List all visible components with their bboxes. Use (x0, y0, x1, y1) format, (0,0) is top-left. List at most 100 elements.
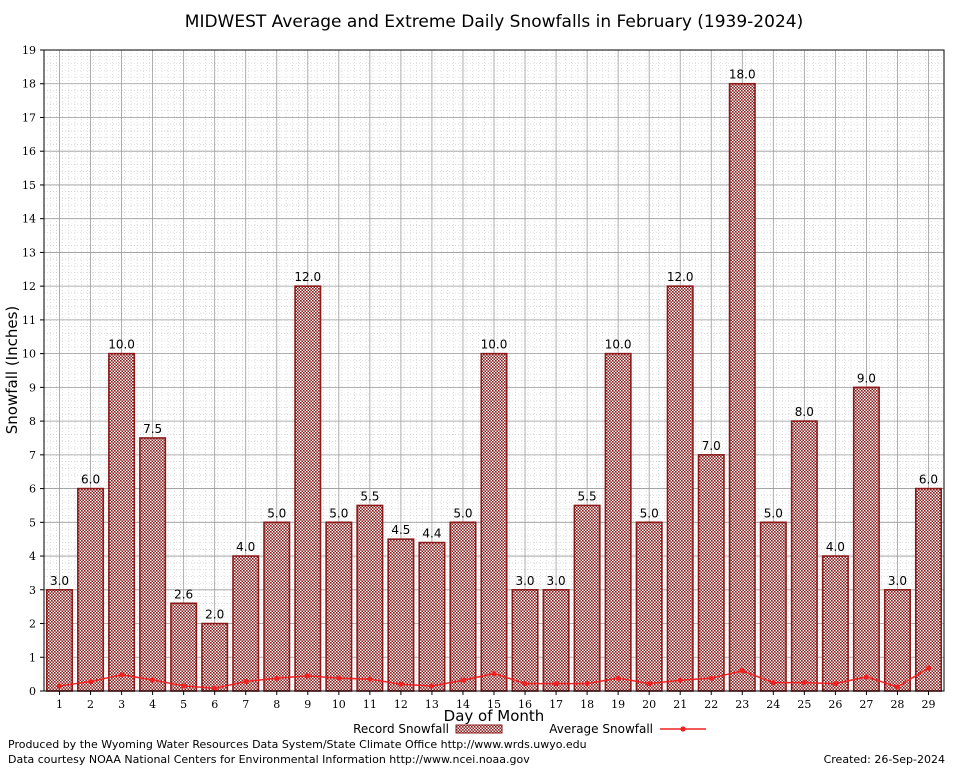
average-point (646, 680, 652, 687)
record-bar (480, 352, 508, 692)
bar-value-label: 5.0 (453, 506, 472, 520)
x-tick-label: 9 (304, 698, 311, 711)
average-point (56, 683, 63, 689)
y-tick-label: 4 (29, 550, 36, 563)
bar-value-label: 4.5 (391, 523, 410, 537)
x-tick-label: 16 (518, 698, 532, 711)
bar-value-label: 6.0 (919, 473, 938, 487)
average-point (274, 675, 280, 681)
record-bar (418, 541, 446, 692)
average-point (584, 680, 590, 687)
bar-value-label: 3.0 (888, 574, 907, 588)
record-bar (790, 420, 818, 692)
average-point (429, 683, 435, 689)
x-tick-label: 21 (673, 698, 687, 711)
bar-value-label: 8.0 (795, 405, 814, 419)
y-tick-label: 10 (22, 348, 36, 361)
record-bar (77, 487, 105, 692)
bar-value-label: 5.5 (578, 489, 597, 503)
record-bar (542, 588, 570, 692)
bar-value-label: 9.0 (857, 371, 876, 385)
record-bar (666, 285, 694, 692)
average-point (243, 678, 249, 685)
bar-value-label: 5.5 (360, 489, 379, 503)
x-tick-label: 18 (580, 698, 594, 711)
average-point (367, 676, 373, 682)
x-tick-label: 11 (363, 698, 377, 711)
average-point (87, 678, 94, 685)
record-bar (139, 437, 167, 692)
x-tick-label: 24 (766, 698, 780, 711)
average-point (212, 685, 218, 691)
bar-value-label: 4.0 (236, 540, 255, 554)
record-bar (170, 602, 198, 692)
record-bar (294, 285, 322, 692)
average-point (708, 675, 714, 681)
y-tick-label: 3 (29, 584, 36, 597)
record-bar (821, 555, 849, 692)
x-tick-label: 7 (242, 698, 249, 711)
y-tick-label: 9 (29, 381, 36, 394)
y-tick-label: 18 (22, 78, 36, 91)
record-bar (914, 487, 943, 692)
x-tick-label: 3 (118, 698, 125, 711)
average-point (801, 679, 807, 686)
average-point (181, 683, 187, 689)
x-axis-label: Day of Month (444, 707, 545, 725)
bar-value-label: 3.0 (547, 574, 566, 588)
y-tick-label: 5 (29, 516, 36, 529)
x-tick-label: 19 (611, 698, 625, 711)
record-bar (325, 521, 353, 692)
record-bar (232, 555, 260, 692)
record-bar (449, 521, 477, 692)
legend: Record Snowfall Average Snowfall (353, 722, 706, 736)
x-tick-label: 14 (456, 698, 470, 711)
average-point (770, 679, 776, 686)
average-line (56, 665, 932, 691)
x-tick-label: 12 (394, 698, 408, 711)
bar-value-label: 7.0 (702, 439, 721, 453)
y-tick-label: 16 (22, 145, 36, 158)
bar-value-label: 5.0 (764, 506, 783, 520)
legend-record-swatch (455, 724, 503, 734)
y-axis-label: Snowfall (Inches) (3, 306, 21, 434)
record-bar (356, 504, 384, 692)
footer-data-courtesy: Data courtesy NOAA National Centers for … (8, 753, 530, 766)
record-bars (45, 82, 943, 692)
y-tick-label: 14 (22, 213, 36, 226)
average-point (118, 672, 125, 678)
x-tick-label: 4 (149, 698, 156, 711)
y-tick-label: 7 (29, 449, 36, 462)
average-point (739, 668, 745, 674)
y-tick-label: 6 (29, 483, 36, 496)
average-point (398, 681, 404, 687)
record-bar (604, 352, 632, 692)
bar-value-label: 5.0 (329, 506, 348, 520)
average-point (460, 677, 466, 683)
bar-value-label: 4.0 (826, 540, 845, 554)
bar-value-label: 2.6 (174, 587, 193, 601)
average-point (863, 674, 870, 680)
x-tick-label: 26 (828, 698, 842, 711)
bar-value-label: 10.0 (481, 338, 508, 352)
y-tick-label: 17 (22, 111, 36, 124)
average-point (491, 670, 497, 677)
record-bar (387, 538, 415, 692)
average-point (522, 680, 528, 687)
x-tick-label: 5 (180, 698, 187, 711)
record-bar (263, 521, 291, 692)
record-bar (45, 588, 74, 692)
bar-value-label: 12.0 (667, 270, 694, 284)
record-bar (635, 521, 663, 692)
legend-record-label: Record Snowfall (353, 722, 449, 736)
bar-value-labels: 3.0 6.0 10.0 7.5 2.6 2.0 4.0 5.0 12.0 5.0 5.5 4.5 4.… (50, 68, 938, 622)
average-point (894, 684, 901, 690)
y-tick-label: 11 (22, 314, 36, 327)
record-bar (883, 588, 911, 692)
chart-title: MIDWEST Average and Extreme Daily Snowfa… (185, 12, 803, 32)
y-tick-label: 0 (29, 685, 36, 698)
y-tick-label: 1 (29, 651, 36, 664)
x-tick-label: 23 (735, 698, 749, 711)
